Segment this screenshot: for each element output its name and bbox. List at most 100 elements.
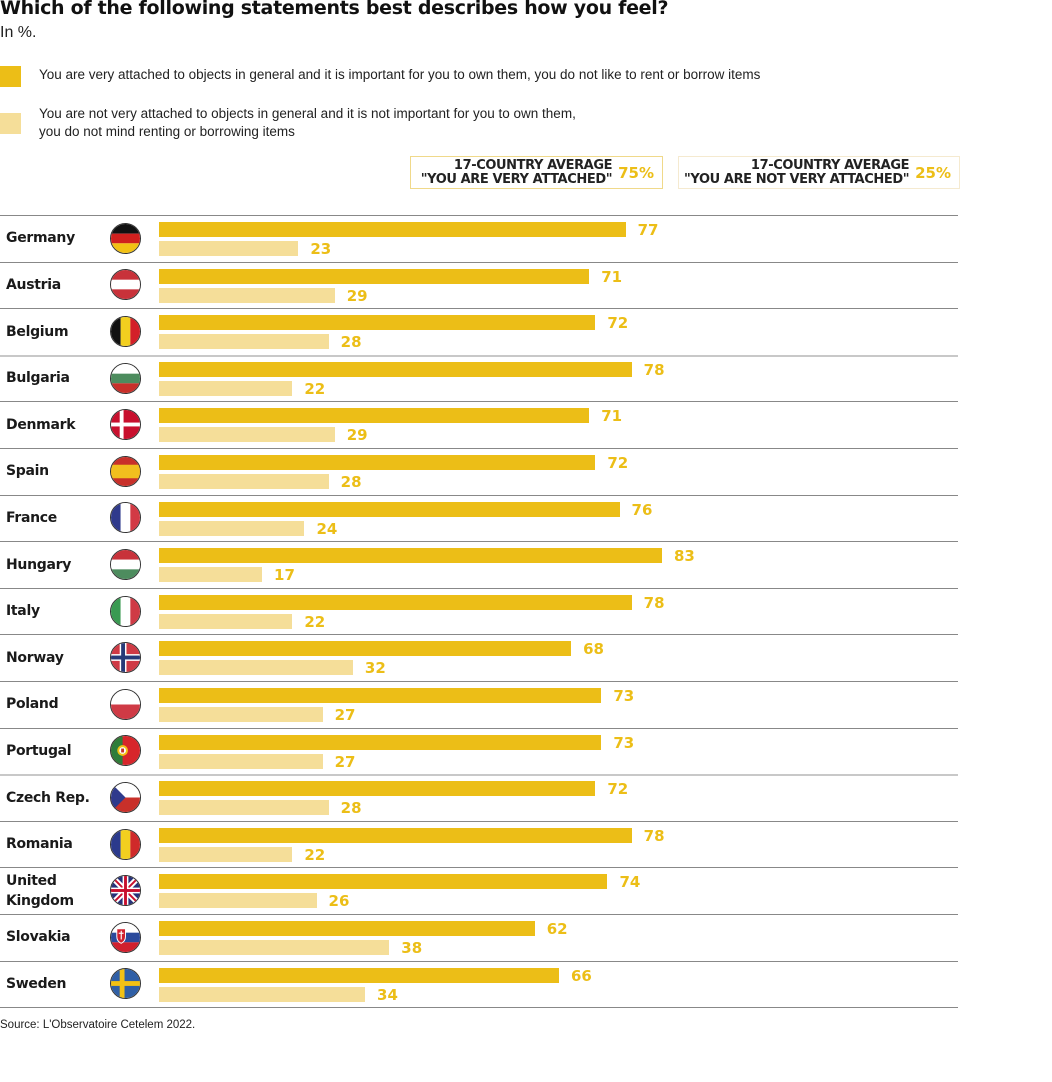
row-divider [0, 354, 958, 357]
chart-subtitle: In %. [0, 24, 37, 41]
bar-not-attached [159, 334, 329, 350]
country-label: Austria [6, 276, 61, 293]
value-label-attached: 71 [601, 267, 623, 286]
row-divider [0, 215, 958, 216]
country-label: Hungary [6, 556, 72, 573]
bar-attached [159, 455, 596, 470]
norway-flag-icon [110, 642, 141, 674]
value-label-attached: 72 [607, 780, 629, 799]
bar-attached [159, 688, 602, 703]
country-label: Belgium [6, 323, 69, 340]
value-label-not-attached: 28 [340, 333, 362, 352]
hungary-flag-icon [110, 549, 141, 580]
legend-item-not-attached: You are not very attached to objects in … [0, 105, 576, 141]
value-label-not-attached: 26 [328, 892, 350, 911]
row-divider [0, 308, 958, 310]
bar-attached [159, 361, 632, 377]
country-label: Sweden [6, 975, 67, 992]
bar-attached [159, 921, 535, 936]
bar-attached [159, 967, 559, 983]
country-label: Romania [6, 836, 73, 853]
bar-not-attached [159, 893, 317, 909]
average-box-attached: 17-COUNTRY AVERAGE "YOU ARE VERY ATTACHE… [410, 156, 663, 189]
value-label-not-attached: 22 [304, 612, 326, 631]
row-divider [0, 541, 958, 543]
value-label-attached: 62 [546, 920, 568, 938]
bar-not-attached [159, 427, 335, 443]
bar-attached [159, 874, 608, 890]
value-label-not-attached: 22 [304, 845, 326, 864]
bar-not-attached [159, 287, 335, 303]
row-divider [0, 587, 958, 589]
legend-label-attached: You are very attached to objects in gene… [39, 67, 761, 82]
country-label: Italy [6, 603, 40, 620]
bar-attached [159, 641, 572, 657]
bar-not-attached [159, 753, 323, 769]
row-divider [0, 634, 958, 636]
bar-not-attached [159, 613, 293, 629]
value-label-not-attached: 29 [346, 286, 368, 305]
bar-attached [159, 501, 620, 517]
germany-flag-icon [110, 222, 141, 254]
value-label-attached: 73 [613, 687, 635, 705]
france-flag-icon [110, 502, 141, 534]
legend-swatch-attached [0, 66, 21, 87]
value-label-not-attached: 24 [316, 519, 338, 538]
bar-attached [159, 315, 596, 331]
legend-label-not-attached: You are not very attached to objects in … [39, 106, 576, 139]
bar-not-attached [159, 380, 293, 396]
row-divider [0, 960, 958, 962]
bar-attached [159, 222, 626, 237]
bar-attached [159, 268, 590, 284]
value-label-attached: 78 [643, 593, 665, 612]
row-divider [0, 448, 958, 449]
value-label-attached: 71 [601, 407, 623, 426]
row-divider [0, 261, 958, 263]
average-value-not-attached: 25% [915, 163, 951, 182]
bar-not-attached [159, 520, 305, 536]
poland-flag-icon [110, 688, 141, 720]
country-label: Poland [6, 696, 59, 713]
spain-flag-icon [110, 455, 141, 487]
average-label-not-attached: 17-COUNTRY AVERAGE "YOU ARE NOT VERY ATT… [684, 157, 910, 187]
bulgaria-flag-icon [110, 362, 141, 394]
row-divider [0, 774, 958, 777]
value-label-attached: 73 [613, 733, 635, 752]
value-label-attached: 76 [631, 500, 653, 519]
italy-flag-icon [110, 595, 141, 627]
bar-not-attached [159, 707, 323, 722]
value-label-not-attached: 28 [340, 799, 362, 818]
bar-not-attached [159, 474, 329, 489]
value-label-not-attached: 32 [364, 659, 386, 678]
row-divider [0, 914, 958, 915]
value-label-attached: 72 [607, 314, 629, 333]
value-label-attached: 68 [583, 640, 604, 659]
row-divider [0, 867, 958, 869]
row-divider [0, 820, 958, 822]
denmark-flag-icon [110, 409, 141, 441]
portugal-flag-icon [110, 735, 141, 767]
bar-attached [159, 734, 602, 750]
value-label-not-attached: 34 [377, 985, 398, 1004]
value-label-not-attached: 29 [346, 426, 368, 445]
bar-attached [159, 827, 632, 843]
country-label: Czech Rep. [6, 789, 90, 806]
country-label: Slovakia [6, 929, 71, 946]
country-label: France [6, 509, 57, 526]
chart-title: Which of the following statements best d… [0, 0, 669, 19]
value-label-not-attached: 28 [340, 473, 362, 491]
bar-not-attached [159, 800, 329, 816]
value-label-attached: 78 [643, 360, 665, 379]
uk-flag-icon [110, 875, 141, 907]
country-label: Bulgaria [6, 370, 70, 387]
bar-not-attached [159, 241, 299, 256]
romania-flag-icon [110, 828, 141, 860]
bar-attached [159, 548, 662, 564]
belgium-flag-icon [110, 316, 141, 347]
row-divider [0, 1007, 958, 1009]
bar-not-attached [159, 986, 366, 1002]
average-label-attached: 17-COUNTRY AVERAGE "YOU ARE VERY ATTACHE… [420, 157, 613, 187]
bar-not-attached [159, 660, 353, 676]
legend-item-attached: You are very attached to objects in gene… [0, 66, 760, 87]
bar-not-attached [159, 567, 263, 583]
